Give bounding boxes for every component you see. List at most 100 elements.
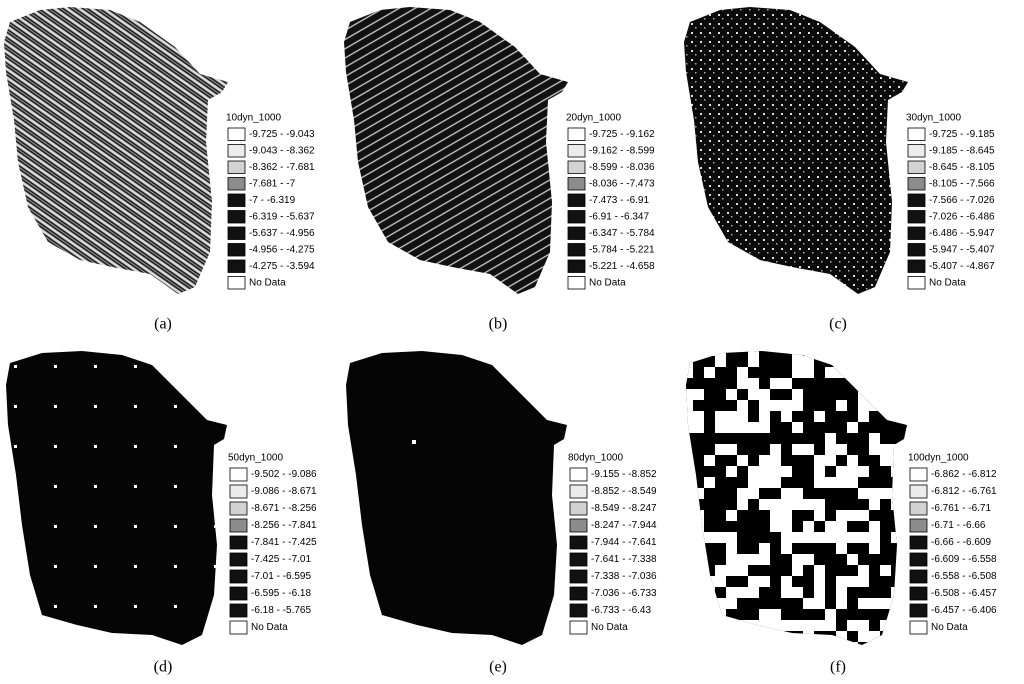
legend-swatch bbox=[908, 244, 925, 257]
legend-swatch bbox=[230, 502, 247, 515]
map-cell bbox=[748, 378, 759, 389]
map bbox=[4, 7, 228, 294]
legend-title: 30dyn_1000 bbox=[906, 113, 961, 124]
map-cell bbox=[803, 554, 814, 565]
legend-swatch bbox=[230, 570, 247, 583]
map-cell bbox=[704, 620, 715, 631]
map-cell bbox=[693, 554, 704, 565]
map-cell bbox=[792, 565, 803, 576]
legend-label: -8.599 - -8.036 bbox=[589, 162, 655, 173]
map-cell bbox=[770, 444, 781, 455]
map-cell bbox=[891, 466, 902, 477]
map-cell bbox=[902, 378, 913, 389]
map-cell bbox=[792, 345, 803, 356]
map-cell bbox=[726, 631, 737, 642]
legend-swatch bbox=[230, 519, 247, 532]
map-cell bbox=[704, 532, 715, 543]
map-cell bbox=[682, 400, 693, 411]
legend-label: -6.761 - -6.71 bbox=[931, 503, 991, 514]
map-cell bbox=[836, 642, 847, 653]
legend-swatch bbox=[230, 587, 247, 600]
map-cell bbox=[770, 400, 781, 411]
legend-swatch bbox=[908, 178, 925, 191]
map-cell bbox=[825, 521, 836, 532]
map-cell bbox=[825, 532, 836, 543]
map-cell bbox=[792, 367, 803, 378]
map-cell bbox=[792, 532, 803, 543]
map-cell bbox=[781, 488, 792, 499]
legend-swatch bbox=[908, 227, 925, 240]
map-cell bbox=[847, 510, 858, 521]
map-cell bbox=[803, 631, 814, 642]
map-cell bbox=[781, 642, 792, 653]
map-cell bbox=[781, 466, 792, 477]
map-cell bbox=[836, 521, 847, 532]
legend-label: -6.486 - -5.947 bbox=[929, 228, 995, 239]
map-cell bbox=[748, 356, 759, 367]
panel: 100dyn_1000-6.862 - -6.812-6.812 - -6.76… bbox=[682, 345, 997, 653]
panel-label: (c) bbox=[829, 316, 847, 333]
panel: 50dyn_1000-9.502 - -9.086-9.086 - -8.671… bbox=[6, 351, 317, 645]
legend-swatch bbox=[570, 621, 587, 634]
map-cell bbox=[847, 554, 858, 565]
legend-title: 100dyn_1000 bbox=[908, 453, 969, 464]
legend-label: -6.558 - -6.508 bbox=[931, 571, 997, 582]
map-cell bbox=[792, 554, 803, 565]
map-cell bbox=[759, 466, 770, 477]
map-cell bbox=[781, 510, 792, 521]
legend-swatch bbox=[568, 145, 585, 158]
legend-label: No Data bbox=[249, 277, 286, 288]
map-cell bbox=[836, 356, 847, 367]
legend-swatch bbox=[228, 211, 245, 224]
map-cell bbox=[891, 587, 902, 598]
map-cell bbox=[770, 477, 781, 488]
map-cell bbox=[704, 631, 715, 642]
map-cell bbox=[781, 532, 792, 543]
legend-swatch bbox=[568, 260, 585, 273]
map-cell bbox=[693, 521, 704, 532]
legend-swatch bbox=[570, 519, 587, 532]
legend-label: -5.947 - -5.407 bbox=[929, 244, 995, 255]
map-cell bbox=[748, 620, 759, 631]
map-cell bbox=[682, 367, 693, 378]
legend-swatch bbox=[230, 604, 247, 617]
legend-swatch bbox=[228, 260, 245, 273]
legend-label: -6.733 - -6.43 bbox=[591, 605, 651, 616]
map-cell bbox=[693, 389, 704, 400]
map-cell bbox=[836, 477, 847, 488]
panel-label: (d) bbox=[154, 659, 173, 676]
map-cell bbox=[715, 642, 726, 653]
map-cell bbox=[792, 389, 803, 400]
map-cell bbox=[891, 455, 902, 466]
legend-label: -9.155 - -8.852 bbox=[591, 469, 657, 480]
map-cell bbox=[891, 378, 902, 389]
map-cell bbox=[825, 609, 836, 620]
map-cell bbox=[715, 422, 726, 433]
map-cell bbox=[715, 565, 726, 576]
map-cell bbox=[891, 620, 902, 631]
map-cell bbox=[858, 466, 869, 477]
map-cell bbox=[693, 411, 704, 422]
map-cell bbox=[869, 631, 880, 642]
legend-title: 50dyn_1000 bbox=[228, 453, 283, 464]
map-cell bbox=[792, 356, 803, 367]
map-cell bbox=[737, 488, 748, 499]
legend-label: -4.956 - -4.275 bbox=[249, 244, 315, 255]
panel-label: (b) bbox=[489, 316, 508, 333]
map-cell bbox=[715, 444, 726, 455]
legend-swatch bbox=[910, 621, 927, 634]
map-cell bbox=[847, 532, 858, 543]
legend-label: -7.681 - -7 bbox=[249, 178, 296, 189]
map-cell bbox=[902, 642, 913, 653]
map-cell bbox=[880, 598, 891, 609]
map-cell bbox=[726, 422, 737, 433]
legend-label: -5.637 - -4.956 bbox=[249, 228, 315, 239]
map-cell bbox=[726, 543, 737, 554]
map-cell bbox=[836, 576, 847, 587]
map-cell bbox=[880, 620, 891, 631]
map-cell bbox=[770, 499, 781, 510]
map-cell bbox=[715, 609, 726, 620]
map-cell bbox=[781, 411, 792, 422]
legend-swatch bbox=[568, 178, 585, 191]
legend-swatch bbox=[230, 553, 247, 566]
